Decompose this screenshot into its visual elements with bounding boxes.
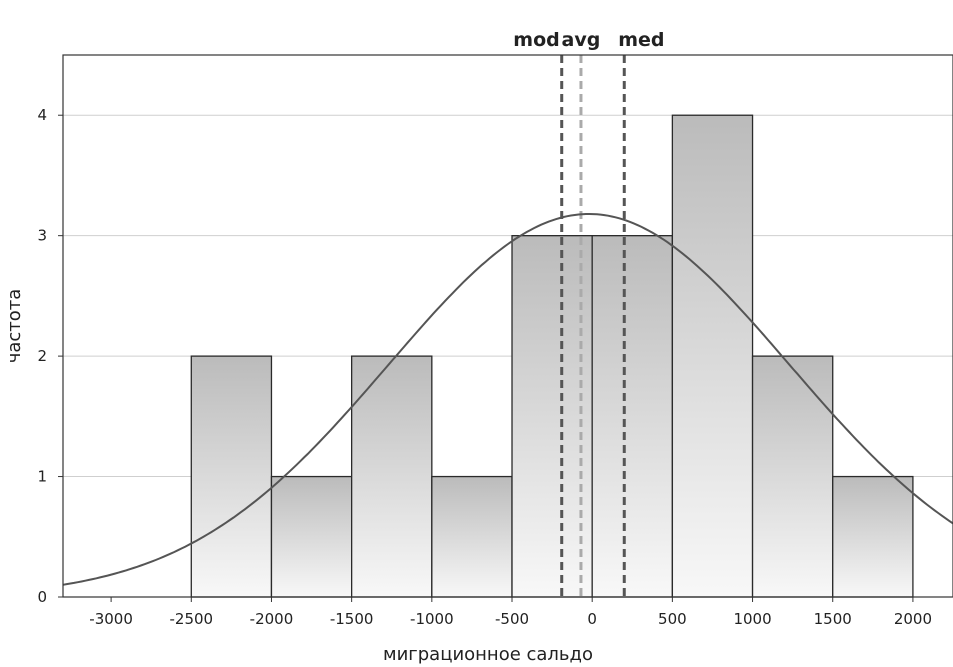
y-tick-label: 0: [37, 588, 47, 606]
histogram-bar: [190, 355, 273, 598]
marker-label-med: med: [618, 29, 664, 51]
histogram-bar: [350, 355, 433, 598]
marker-label-avg: avg: [562, 29, 601, 51]
histogram-bar: [511, 235, 593, 598]
y-axis-ticks: 0 1 2 3 4: [37, 106, 63, 606]
x-axis-title: миграционное сальдо: [383, 644, 593, 665]
normal-curve: [62, 213, 953, 586]
y-tick-label: 2: [37, 347, 47, 365]
x-tick-label: -1000: [410, 610, 454, 628]
statistic-markers: mod avg med: [513, 29, 665, 597]
histogram-bar: [832, 475, 914, 598]
x-axis-ticks: -3000 -2500 -2000 -1500 -1000 -500 0 500 1000 150…: [89, 597, 932, 628]
y-tick-label: 3: [37, 227, 47, 245]
x-tick-label: 0: [587, 610, 597, 628]
x-tick-label: -500: [495, 610, 529, 628]
histogram-bar: [751, 355, 834, 598]
x-tick-label: -2500: [169, 610, 213, 628]
y-tick-label: 4: [37, 106, 47, 124]
histogram-bar: [591, 235, 674, 598]
x-tick-label: -1500: [330, 610, 374, 628]
marker-label-mod: mod: [513, 29, 559, 51]
histogram-bar: [270, 475, 353, 598]
x-tick-label: 2000: [894, 610, 932, 628]
x-tick-label: 1500: [814, 610, 852, 628]
histogram-bar: [431, 475, 513, 598]
y-tick-label: 1: [37, 468, 47, 486]
histogram-bar: [671, 114, 754, 598]
y-axis-title: частота: [4, 289, 25, 364]
plot-frame: [62, 54, 953, 598]
x-tick-label: -2000: [250, 610, 294, 628]
x-tick-label: 500: [658, 610, 687, 628]
x-tick-label: -3000: [89, 610, 133, 628]
x-tick-label: 1000: [733, 610, 771, 628]
histogram-bars: [190, 114, 914, 598]
